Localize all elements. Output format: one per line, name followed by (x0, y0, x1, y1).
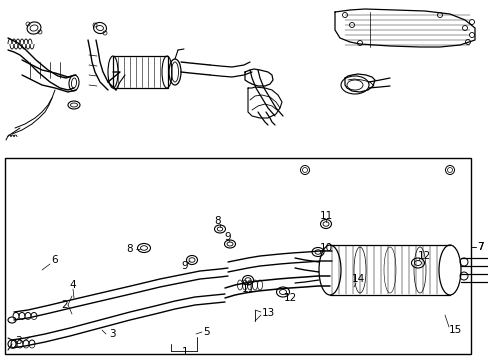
Text: 14: 14 (351, 274, 364, 284)
Text: 1: 1 (182, 347, 188, 357)
Text: 7: 7 (476, 242, 482, 252)
Text: 6: 6 (52, 255, 58, 265)
Bar (113, 56, 168, 88)
Text: 3: 3 (15, 336, 21, 346)
Text: 10: 10 (319, 243, 332, 253)
Text: 8: 8 (214, 216, 221, 226)
Text: 12: 12 (283, 293, 296, 303)
Text: 4: 4 (70, 280, 76, 290)
Text: 11: 11 (241, 284, 254, 294)
Text: 11: 11 (319, 211, 332, 221)
Text: 9: 9 (224, 232, 231, 242)
Text: 3: 3 (108, 329, 115, 339)
Bar (5, 158, 470, 354)
Text: 15: 15 (447, 325, 461, 335)
Text: 5: 5 (202, 327, 209, 337)
Text: 2: 2 (61, 300, 68, 310)
Text: 7: 7 (476, 242, 482, 252)
Text: 13: 13 (261, 308, 274, 318)
Text: 9: 9 (182, 261, 188, 271)
Text: 12: 12 (417, 251, 430, 261)
Text: 8: 8 (126, 244, 133, 254)
